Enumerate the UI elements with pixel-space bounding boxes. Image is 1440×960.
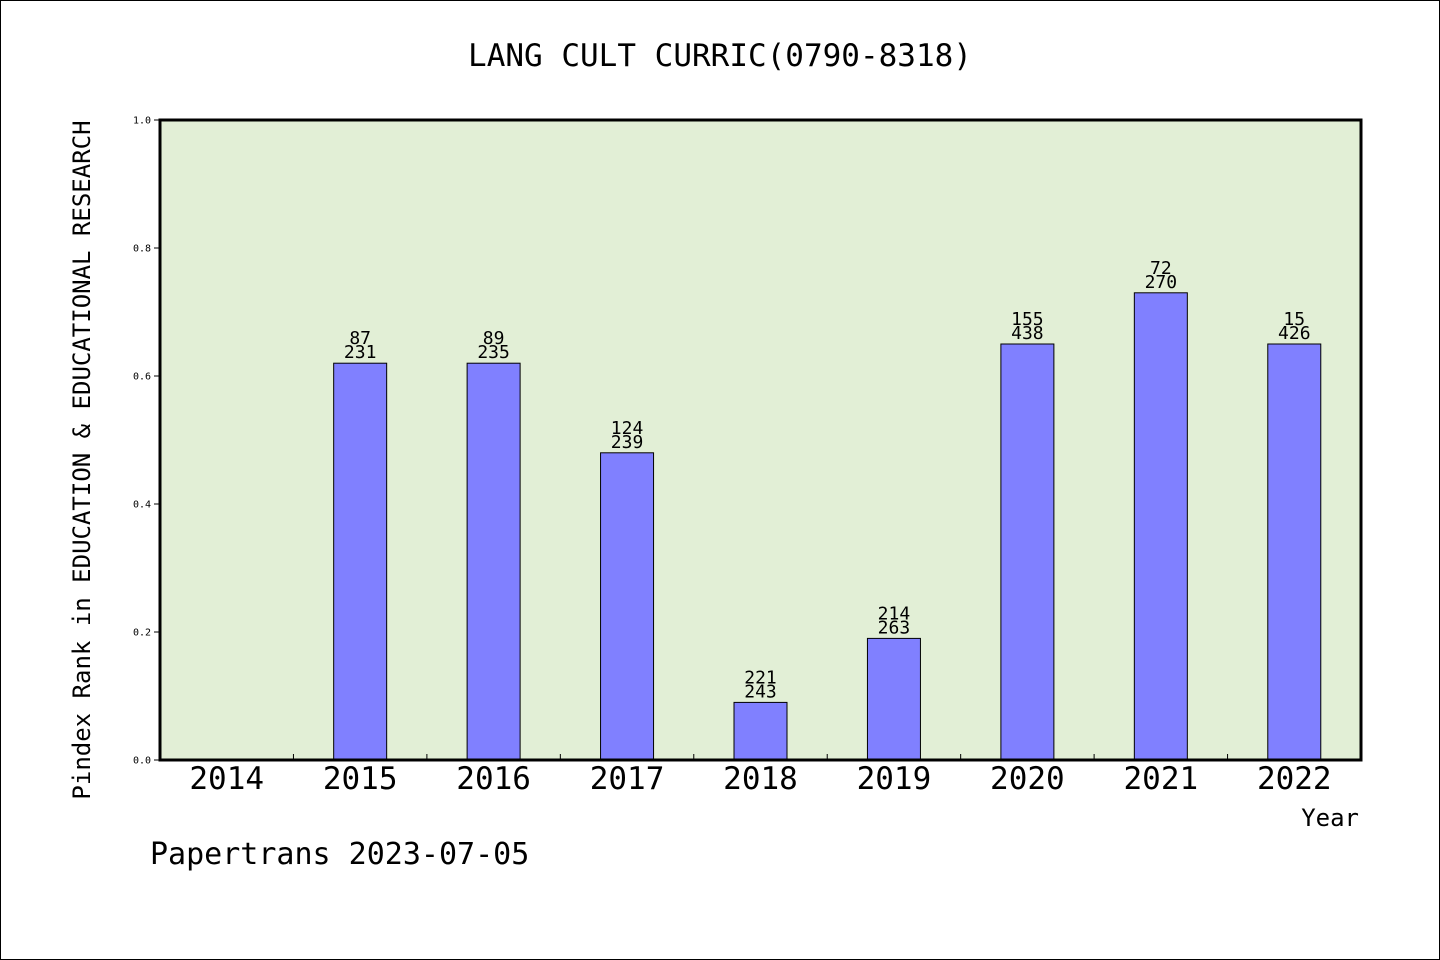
bar-2021 bbox=[1133, 292, 1188, 761]
bar-label-top: 221 bbox=[744, 667, 777, 688]
bar-2018 bbox=[733, 701, 788, 761]
bar-2016 bbox=[466, 362, 521, 761]
bar-label-top: 214 bbox=[878, 603, 911, 624]
x-tick-label: 2019 bbox=[857, 761, 932, 797]
bar-2017 bbox=[600, 452, 655, 761]
bar-label-top: 87 bbox=[349, 328, 371, 349]
x-tick-label: 2015 bbox=[323, 761, 398, 797]
bar-label-top: 72 bbox=[1150, 258, 1172, 279]
bar-2015 bbox=[333, 362, 388, 761]
bar-label-top: 89 bbox=[483, 328, 505, 349]
chart-title: LANG CULT CURRIC(0790-8318) bbox=[468, 38, 972, 74]
x-ticks-layer: 2014 2015 2016 2017 2018 2019 2020 2021 2022 bbox=[189, 754, 1332, 797]
x-tick-label: 2020 bbox=[990, 761, 1065, 797]
bar-label-top: 124 bbox=[611, 418, 644, 439]
y-tick-label: 1.0 bbox=[133, 116, 151, 127]
bar-label-bottom: 243 bbox=[744, 681, 777, 702]
x-tick-label: 2022 bbox=[1257, 761, 1332, 797]
bar-label-bottom: 235 bbox=[477, 342, 510, 363]
bar-2019 bbox=[866, 637, 921, 761]
x-tick-label: 2014 bbox=[189, 761, 264, 797]
bar-label-bottom: 231 bbox=[344, 342, 377, 363]
y-tick-label: 0.8 bbox=[133, 244, 151, 255]
plot-border bbox=[158, 118, 1363, 762]
y-axis-label: Pindex Rank in EDUCATION & EDUCATIONAL R… bbox=[68, 120, 96, 799]
y-tick-label: 0.6 bbox=[133, 372, 151, 383]
y-tick-label: 0.2 bbox=[133, 628, 151, 639]
x-tick-label: 2017 bbox=[590, 761, 665, 797]
footer-credit: Papertrans 2023-07-05 bbox=[150, 837, 529, 872]
y-ticks-layer: 0.0 0.2 0.4 0.6 0.8 1.0 bbox=[133, 116, 160, 767]
bar-label-bottom: 239 bbox=[611, 432, 644, 453]
y-tick-label: 0.4 bbox=[133, 500, 151, 511]
y-tick-label: 0.0 bbox=[133, 756, 151, 767]
x-tick-label: 2016 bbox=[456, 761, 531, 797]
bar-label-bottom: 270 bbox=[1145, 272, 1178, 293]
bar-label-bottom: 263 bbox=[878, 617, 911, 638]
bar-label-bottom: 426 bbox=[1278, 323, 1311, 344]
bar-label-top: 155 bbox=[1011, 309, 1044, 330]
bar-2022 bbox=[1267, 343, 1322, 761]
bar-label-bottom: 438 bbox=[1011, 323, 1044, 344]
bar-2020 bbox=[1000, 343, 1055, 761]
x-tick-label: 2021 bbox=[1124, 761, 1199, 797]
x-axis-label: Year bbox=[1301, 804, 1359, 832]
bar-label-top: 15 bbox=[1283, 309, 1305, 330]
x-tick-label: 2018 bbox=[723, 761, 798, 797]
